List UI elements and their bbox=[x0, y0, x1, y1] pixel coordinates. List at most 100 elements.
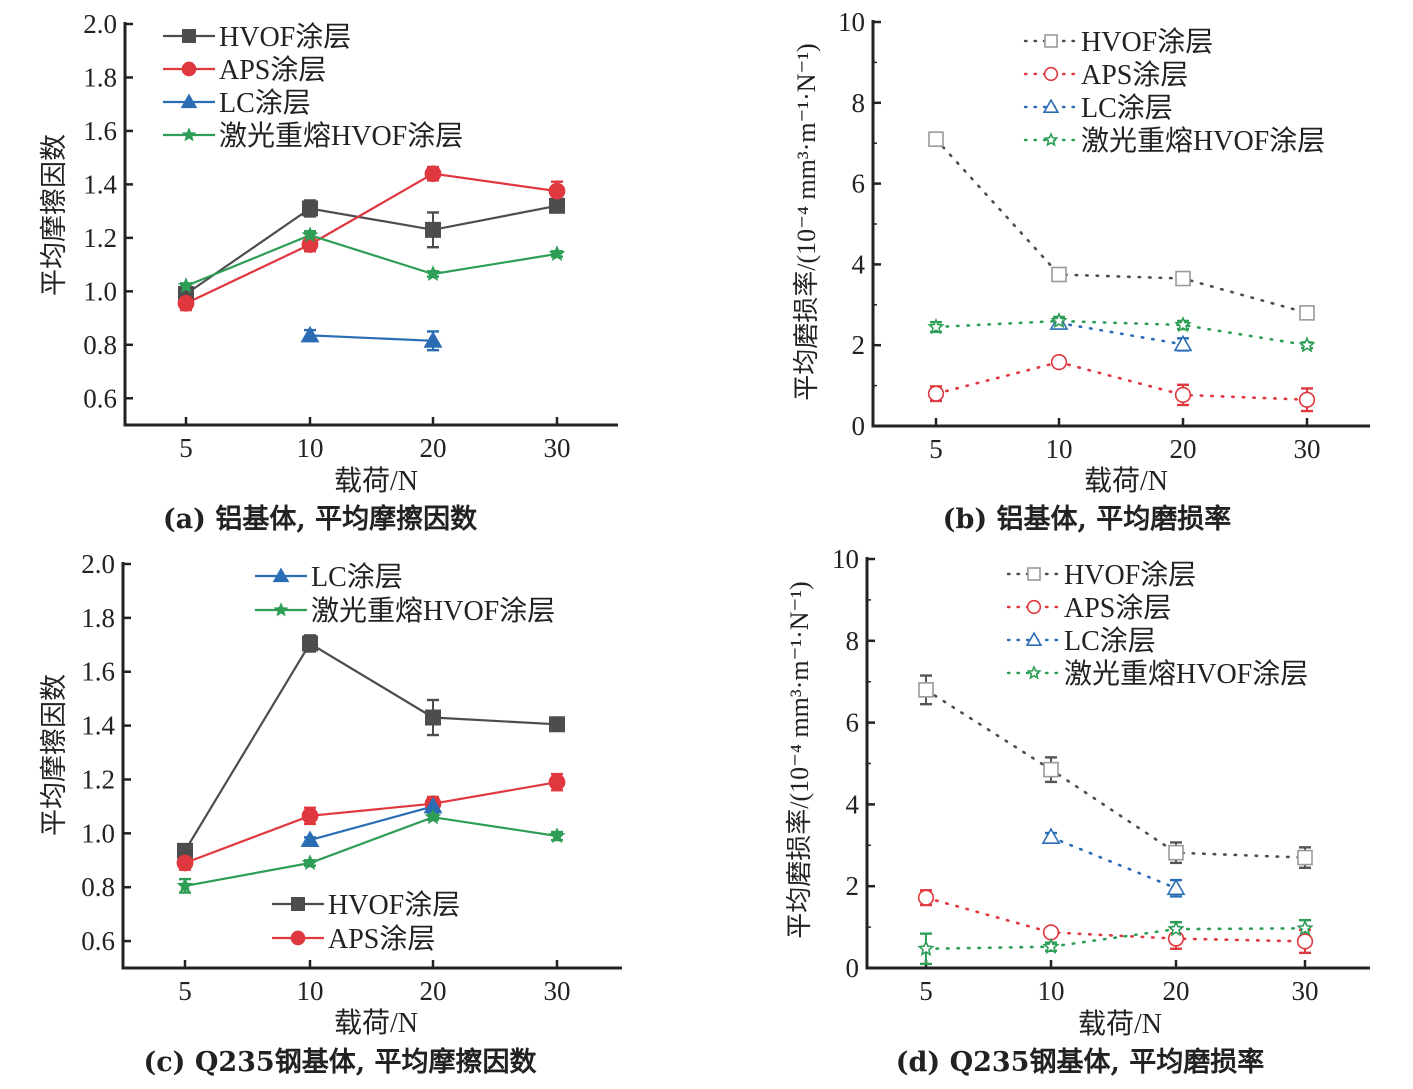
series-markers-c bbox=[176, 635, 566, 893]
legend-marker-aps bbox=[1026, 599, 1042, 615]
series-lines-b bbox=[934, 137, 1309, 402]
x-tick-label: 30 bbox=[1292, 976, 1319, 1006]
legend-label-hvof: HVOF涂层 bbox=[219, 21, 351, 53]
legend-label-lr: 激光重熔HVOF涂层 bbox=[1064, 658, 1308, 690]
data-point-aps bbox=[424, 165, 442, 183]
y-tick-label: 1.6 bbox=[83, 116, 117, 146]
y-tick-label: 1.2 bbox=[81, 764, 115, 794]
data-point-lc bbox=[1041, 827, 1061, 844]
legend-item-hvof: HVOF涂层 bbox=[1023, 26, 1213, 58]
legend-marker-lc bbox=[180, 93, 198, 109]
legend-item-hvof: HVOF涂层 bbox=[163, 21, 351, 53]
legend-marker-hvof bbox=[182, 29, 196, 43]
data-point-lr bbox=[1042, 937, 1060, 955]
data-point-aps bbox=[548, 182, 566, 200]
data-point-aps bbox=[1042, 924, 1060, 941]
series-line-lc bbox=[309, 334, 434, 342]
x-tick-label: 20 bbox=[1170, 434, 1197, 464]
legend-marker-lr bbox=[1026, 664, 1042, 680]
y-tick-label: 10 bbox=[838, 7, 865, 37]
x-axis-label-d: 载荷/N bbox=[1078, 1008, 1162, 1040]
legend-marker-lc bbox=[1025, 631, 1043, 646]
series-line-hvof bbox=[184, 641, 558, 852]
y-axis-label-b: 平均磨损率/(10⁻⁴ mm³·m⁻¹·N⁻¹) bbox=[792, 43, 821, 400]
data-point-lc bbox=[1173, 334, 1193, 352]
data-point-lr bbox=[424, 808, 442, 825]
y-tick-label: 4 bbox=[852, 249, 866, 279]
data-point-lr bbox=[927, 317, 945, 335]
legend-marker-hvof bbox=[1044, 34, 1058, 48]
y-tick-label: 2.0 bbox=[83, 9, 117, 39]
data-point-lr bbox=[1050, 311, 1068, 329]
y-tick-label: 1.2 bbox=[83, 223, 117, 253]
legend-label-aps: APS涂层 bbox=[1081, 59, 1188, 91]
legend-label-lc: LC涂层 bbox=[1081, 92, 1173, 124]
data-point-aps bbox=[176, 854, 194, 872]
legend-marker-lc bbox=[272, 567, 290, 583]
legend-label-lr: 激光重熔HVOF涂层 bbox=[219, 120, 463, 152]
data-point-aps bbox=[1296, 933, 1314, 950]
legend-label-hvof: HVOF涂层 bbox=[1081, 26, 1213, 58]
y-tick-label: 2.0 bbox=[81, 549, 115, 579]
y-tick-label: 0 bbox=[852, 411, 866, 441]
series-lines-a bbox=[185, 172, 558, 342]
y-tick-label: 2 bbox=[852, 330, 866, 360]
legend-item-lr: 激光重熔HVOF涂层 bbox=[163, 120, 463, 152]
x-tick-label: 20 bbox=[420, 976, 447, 1006]
y-tick-label: 1.8 bbox=[83, 62, 117, 92]
data-point-hvof bbox=[549, 197, 565, 214]
legend-label-hvof: HVOF涂层 bbox=[328, 889, 460, 921]
legend-item-lc: LC涂层 bbox=[1006, 625, 1156, 657]
series-lines-d bbox=[924, 688, 1307, 951]
legend-marker-aps bbox=[1043, 66, 1059, 82]
chart-panel-d: 0 2 4 6 8 10 5 10 20 30 HVOF涂层APS涂层LC涂层激光重熔HVOF涂层… bbox=[785, 545, 1370, 1078]
y-tick-label: 0.6 bbox=[81, 926, 115, 956]
y-tick-label: 0.8 bbox=[83, 330, 117, 360]
legend-label-lr: 激光重熔HVOF涂层 bbox=[311, 595, 555, 627]
legend-label-hvof: HVOF涂层 bbox=[1064, 559, 1196, 591]
x-tick-label: 5 bbox=[179, 433, 193, 463]
series-line-lc bbox=[1057, 321, 1185, 346]
legend-label-lr: 激光重熔HVOF涂层 bbox=[1081, 125, 1325, 157]
legend-item-hvof: HVOF涂层 bbox=[1006, 559, 1196, 591]
series-line-lr bbox=[185, 234, 558, 288]
series-line-lc bbox=[1049, 835, 1178, 890]
y-tick-label: 0 bbox=[846, 953, 860, 983]
legend-label-aps: APS涂层 bbox=[328, 923, 435, 955]
data-point-lr bbox=[301, 226, 319, 243]
data-point-lr bbox=[301, 854, 319, 871]
legend-item-aps: APS涂层 bbox=[1023, 59, 1188, 91]
y-tick-label: 8 bbox=[846, 626, 860, 656]
data-point-lr bbox=[1167, 920, 1185, 937]
data-point-lc bbox=[423, 331, 443, 348]
x-tick-label: 20 bbox=[420, 433, 447, 463]
data-point-lr bbox=[548, 827, 566, 844]
axes-b: 0 2 4 6 8 10 5 10 20 30 bbox=[838, 7, 1370, 464]
series-line-hvof bbox=[924, 688, 1307, 859]
series-line-aps bbox=[185, 172, 558, 305]
y-tick-label: 4 bbox=[846, 789, 860, 819]
data-point-hvof bbox=[928, 131, 944, 147]
x-tick-label: 10 bbox=[297, 433, 324, 463]
legend-label-aps: APS涂层 bbox=[219, 54, 326, 86]
legend-marker-lr bbox=[273, 602, 289, 617]
series-markers-d bbox=[917, 682, 1314, 957]
y-axis-label-d: 平均磨损率/(10⁻⁴ mm³·m⁻¹·N⁻¹) bbox=[785, 581, 814, 938]
error-bars-b bbox=[930, 133, 1313, 413]
chart-panel-b: 0 2 4 6 8 10 5 10 20 30 HVOF涂层APS涂层LC涂层激光重熔HVOF涂层… bbox=[792, 7, 1370, 535]
data-point-lr bbox=[177, 277, 195, 294]
legend-item-aps: APS涂层 bbox=[1006, 592, 1171, 624]
series-line-lc bbox=[309, 805, 434, 842]
y-tick-label: 1.4 bbox=[83, 169, 117, 199]
series-markers-b bbox=[927, 131, 1316, 408]
legend-marker-hvof bbox=[291, 897, 305, 911]
data-point-hvof bbox=[918, 682, 934, 698]
y-tick-label: 0.6 bbox=[83, 383, 117, 413]
caption-b: (b) 铝基体, 平均磨损率 bbox=[943, 503, 1232, 535]
chart-panel-c: 0.6 0.8 1.0 1.2 1.4 1.6 1.8 2.0 5 10 20 30 LC涂层激光重熔… bbox=[39, 549, 622, 1078]
data-point-lc bbox=[1166, 878, 1186, 896]
data-point-hvof bbox=[302, 200, 318, 217]
data-point-hvof bbox=[1168, 844, 1184, 861]
